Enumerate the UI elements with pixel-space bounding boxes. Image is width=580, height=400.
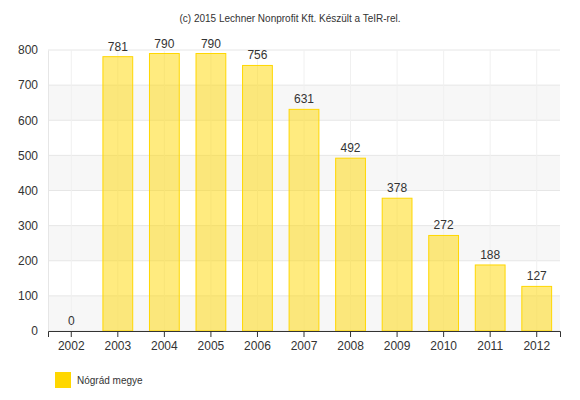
bar — [149, 54, 179, 331]
y-tick: 600 — [18, 114, 48, 128]
y-axis-line — [48, 51, 49, 332]
x-axis-line — [49, 332, 561, 338]
x-tick: 2002 — [58, 331, 85, 353]
x-tick-label: 2010 — [430, 339, 457, 353]
x-tick: 2003 — [104, 331, 131, 353]
legend-swatch — [55, 372, 71, 388]
bar — [103, 57, 133, 331]
y-tick: 800 — [18, 43, 48, 57]
y-tick-label: 800 — [18, 43, 38, 57]
data-label: 756 — [247, 48, 267, 62]
x-tick: 2007 — [291, 331, 318, 353]
chart: (c) 2015 Lechner Nonprofit Kft. Készült … — [0, 0, 580, 400]
bar — [336, 158, 366, 331]
legend-item: Nógrád megye — [55, 372, 143, 388]
x-tick-mark — [164, 331, 165, 337]
x-tick-mark — [210, 331, 211, 337]
x-tick-label: 2009 — [384, 339, 411, 353]
data-label: 790 — [154, 37, 174, 51]
data-label: 127 — [527, 269, 547, 283]
y-tick-label: 500 — [18, 149, 38, 163]
x-tick-mark — [397, 331, 398, 337]
x-tick-mark — [304, 331, 305, 337]
x-tick-label: 2005 — [198, 339, 225, 353]
data-label: 272 — [434, 218, 454, 232]
x-tick-mark — [536, 331, 537, 337]
x-tick: 2012 — [523, 331, 550, 353]
data-label: 378 — [387, 181, 407, 195]
y-tick: 0 — [31, 324, 48, 338]
x-tick-label: 2002 — [58, 339, 85, 353]
y-axis: 0 100 200 300 400 500 600 700 800 — [18, 43, 49, 338]
x-tick-label: 2004 — [151, 339, 178, 353]
y-tick-label: 700 — [18, 78, 38, 92]
bars — [103, 54, 552, 331]
x-tick-label: 2003 — [104, 339, 131, 353]
y-tick-label: 200 — [18, 254, 38, 268]
y-tick-label: 0 — [31, 324, 38, 338]
bar — [196, 54, 226, 331]
plot: 0100200300400500600700800200220032004200… — [18, 37, 561, 353]
y-tick-label: 100 — [18, 289, 38, 303]
x-tick-label: 2012 — [523, 339, 550, 353]
x-tick-label: 2011 — [477, 339, 503, 353]
x-tick-label: 2006 — [244, 339, 271, 353]
data-label: 781 — [108, 40, 128, 54]
x-tick: 2011 — [477, 331, 503, 353]
x-tick: 2006 — [244, 331, 271, 353]
x-tick-label: 2007 — [291, 339, 318, 353]
y-tick: 500 — [18, 149, 48, 163]
x-tick-mark — [71, 331, 72, 337]
x-tick: 2009 — [384, 331, 411, 353]
legend: Nógrád megye — [55, 372, 143, 388]
y-tick: 700 — [18, 78, 48, 92]
bar — [289, 109, 319, 331]
x-tick-mark — [117, 331, 118, 337]
legend-label: Nógrád megye — [77, 375, 143, 386]
x-axis: 2002 2003 2004 2005 2006 2007 2008 2009 2010 2011… — [49, 331, 561, 353]
title: (c) 2015 Lechner Nonprofit Kft. Készült … — [179, 13, 400, 24]
y-tick: 300 — [18, 219, 48, 233]
data-label: 188 — [480, 248, 500, 262]
x-tick: 2008 — [337, 331, 364, 353]
x-tick-mark — [350, 331, 351, 337]
x-tick: 2005 — [198, 331, 225, 353]
data-label: 492 — [341, 141, 361, 155]
bar — [382, 198, 412, 331]
y-tick-label: 400 — [18, 184, 38, 198]
bar — [243, 65, 273, 331]
x-tick-mark — [490, 331, 491, 337]
data-label: 790 — [201, 37, 221, 51]
grid-line-x — [71, 50, 72, 331]
y-tick: 100 — [18, 289, 48, 303]
data-label: 0 — [68, 314, 75, 328]
y-tick-label: 300 — [18, 219, 38, 233]
data-label: 631 — [294, 92, 314, 106]
bar — [429, 235, 459, 331]
y-tick-label: 600 — [18, 114, 38, 128]
x-tick: 2010 — [430, 331, 457, 353]
x-tick-mark — [257, 331, 258, 337]
bar — [522, 286, 552, 331]
bar — [475, 265, 505, 331]
x-tick-mark — [443, 331, 444, 337]
y-tick: 200 — [18, 254, 48, 268]
bar — [56, 331, 86, 332]
data-labels: 0 781 790 790 756 631 492 378 272 188 127 — [68, 37, 547, 328]
x-tick: 2004 — [151, 331, 178, 353]
x-tick-label: 2008 — [337, 339, 364, 353]
y-tick: 400 — [18, 184, 48, 198]
